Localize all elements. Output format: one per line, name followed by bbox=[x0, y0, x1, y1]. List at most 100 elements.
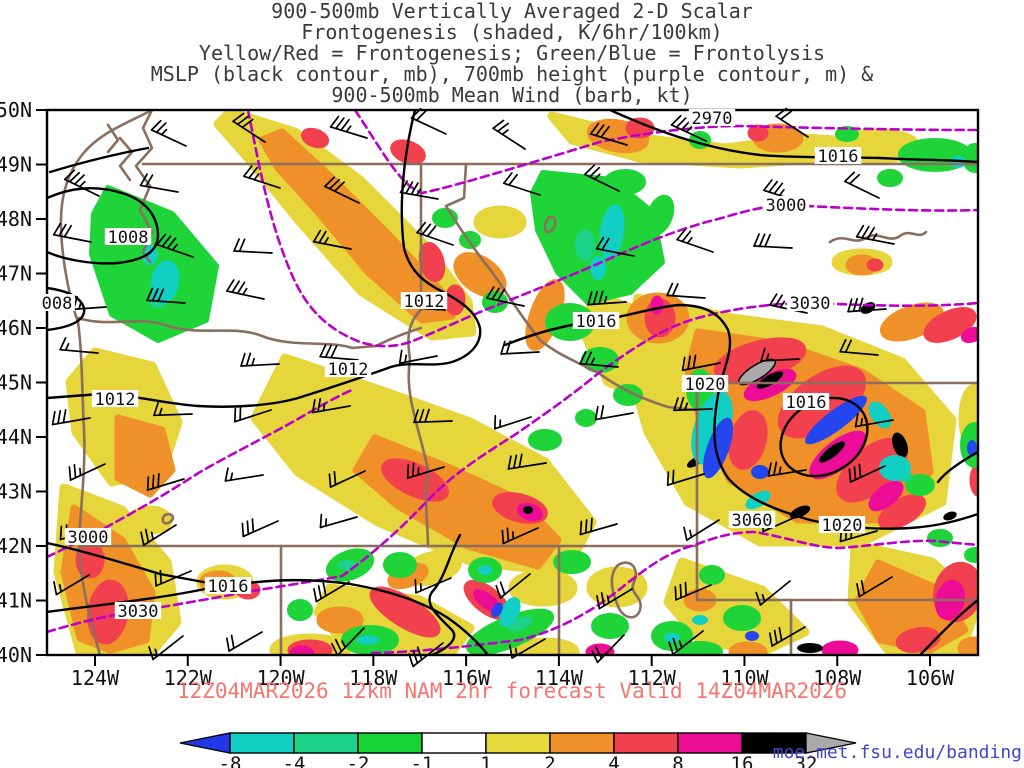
wind-barb bbox=[681, 354, 721, 372]
wind-barb bbox=[854, 412, 894, 428]
wind-barb bbox=[768, 626, 806, 647]
contour-label: 3030 bbox=[790, 294, 831, 314]
title-line-5: 900-500mb Mean Wind (barb, kt) bbox=[331, 83, 693, 107]
wind-barb bbox=[848, 463, 886, 483]
wind-barb bbox=[240, 352, 280, 367]
wind-barb bbox=[594, 404, 634, 421]
lat-tick-label: 48N bbox=[0, 207, 32, 231]
wind-barb bbox=[579, 517, 618, 536]
puget-sound-3 bbox=[106, 123, 120, 154]
lon-tick-label: 112W bbox=[628, 666, 677, 690]
wind-barb bbox=[225, 279, 265, 300]
contour-label-box bbox=[114, 602, 162, 619]
montana-river bbox=[828, 230, 928, 244]
wind-barb bbox=[507, 453, 547, 470]
border-id-mt bbox=[444, 162, 699, 412]
contour-label-box bbox=[762, 196, 810, 213]
contour-label: 1016 bbox=[786, 393, 827, 413]
contour-3060 bbox=[370, 530, 978, 655]
contour-1008-low bbox=[47, 187, 160, 265]
contour-label: 2970 bbox=[692, 109, 733, 129]
wind-barb bbox=[753, 233, 793, 249]
wind-barb bbox=[843, 171, 880, 199]
oregon-lake bbox=[161, 512, 175, 525]
lat-tick-label: 49N bbox=[0, 153, 32, 177]
contour-3030 bbox=[47, 301, 978, 634]
colorbar-tick-label: -2 bbox=[347, 753, 370, 768]
contour-label-box bbox=[104, 228, 152, 245]
colorbar-segment bbox=[677, 732, 743, 754]
contour-label: 1012 bbox=[328, 360, 369, 380]
wind-barb bbox=[674, 581, 712, 601]
site-link[interactable]: moe.met.fsu.edu/banding bbox=[772, 742, 1022, 763]
contour-label-box bbox=[91, 390, 139, 407]
contour-label: 3030 bbox=[118, 602, 159, 622]
contour-south-snake bbox=[428, 533, 462, 655]
contour-sw bbox=[47, 541, 227, 588]
contour-label: 008 bbox=[42, 294, 73, 314]
wind-barb bbox=[153, 402, 193, 417]
colorbar-tick-label: -1 bbox=[411, 753, 434, 768]
wind-barb bbox=[52, 222, 92, 243]
lat-tick-label: 41N bbox=[0, 589, 32, 613]
colorbar-tick-label: 8 bbox=[672, 753, 683, 768]
wind-barb bbox=[755, 580, 791, 606]
contour-label-box bbox=[39, 294, 75, 311]
wind-barb bbox=[234, 406, 272, 423]
wind-barb bbox=[243, 165, 281, 189]
contour-label: 1016 bbox=[818, 147, 859, 167]
wind-barb bbox=[591, 634, 625, 664]
contour-label-box bbox=[204, 577, 252, 594]
wind-barb bbox=[587, 290, 627, 306]
wind-barb bbox=[156, 233, 194, 258]
contour-label-box bbox=[400, 292, 448, 309]
contour-2970 bbox=[353, 110, 978, 195]
lat-tick-label: 40N bbox=[0, 643, 32, 667]
wind-barb bbox=[68, 463, 106, 481]
title-line-3: Yellow/Red = Frontogenesis; Green/Blue =… bbox=[198, 41, 826, 65]
lon-tick-label: 124W bbox=[71, 666, 120, 690]
wind-barb bbox=[399, 180, 439, 200]
state-borders bbox=[59, 110, 978, 655]
colorbar-right-arrow bbox=[805, 732, 857, 754]
wind-barb bbox=[413, 408, 453, 424]
lat-tick-label: 47N bbox=[0, 262, 32, 286]
lat-tick-label: 43N bbox=[0, 480, 32, 504]
wind-barb bbox=[500, 340, 540, 355]
contour-label: 1016 bbox=[208, 577, 249, 597]
wind-barb bbox=[767, 461, 807, 477]
wind-barb bbox=[140, 524, 177, 546]
lon-tick-label: 110W bbox=[720, 666, 769, 690]
wind-barb bbox=[485, 286, 525, 307]
wind-barb bbox=[583, 164, 620, 192]
wind-barb bbox=[319, 344, 359, 361]
wind-barb bbox=[760, 347, 800, 362]
wind-barb bbox=[673, 396, 713, 412]
wind-barb bbox=[666, 469, 705, 486]
wind-barb bbox=[53, 574, 90, 596]
wind-barb bbox=[839, 339, 879, 356]
wind-barb bbox=[225, 631, 263, 652]
lon-tick-label: 106W bbox=[906, 666, 955, 690]
wind-barb bbox=[410, 107, 447, 135]
flathead-lake bbox=[543, 215, 557, 234]
contour-label: 1012 bbox=[404, 292, 445, 312]
colorbar-tick-label: 16 bbox=[731, 753, 754, 768]
wind-barb bbox=[579, 351, 619, 368]
wind-barb bbox=[329, 115, 368, 139]
contour-1016-south bbox=[47, 579, 490, 655]
contour-se-corner bbox=[918, 598, 978, 655]
contour-label-box bbox=[728, 511, 776, 528]
forecast-caption: 12Z04MAR2026 12km NAM 2hr forecast Valid… bbox=[176, 679, 848, 703]
contour-label: 1012 bbox=[95, 390, 136, 410]
lon-tick-label: 122W bbox=[164, 666, 213, 690]
contour-label: 3060 bbox=[732, 511, 773, 531]
wind-barb bbox=[331, 627, 365, 657]
wind-barb bbox=[154, 569, 192, 587]
contour-label-box bbox=[818, 516, 866, 533]
contour-label-box bbox=[64, 528, 112, 545]
colorbar-segment bbox=[293, 732, 359, 754]
wind-barb bbox=[146, 473, 185, 491]
colorbar-tick-label: -4 bbox=[283, 753, 306, 768]
